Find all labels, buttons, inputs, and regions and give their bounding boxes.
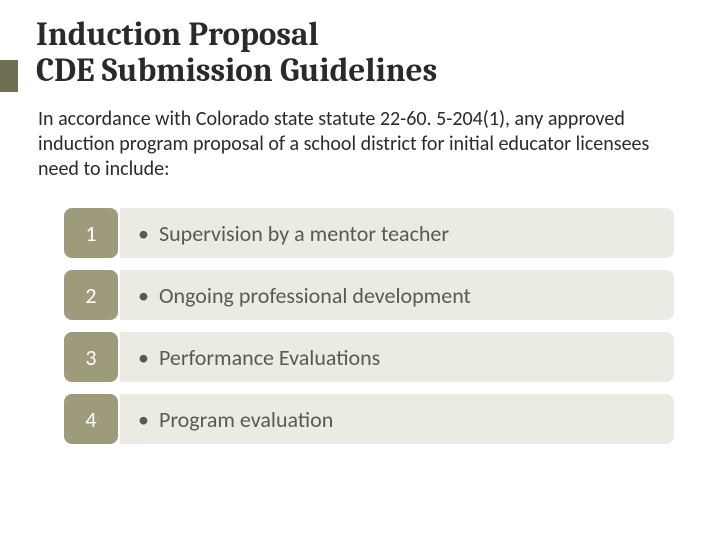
- requirements-list: 1 • Supervision by a mentor teacher 2 • Ongoi…: [34, 208, 686, 444]
- item-number: 1: [64, 208, 118, 258]
- item-text: • Supervision by a mentor teacher: [120, 208, 674, 258]
- slide-content: Induction Proposal CDE Submission Guidel…: [0, 0, 720, 444]
- title-line-2: CDE Submission Guidelines: [36, 54, 686, 90]
- list-item: 1 • Supervision by a mentor teacher: [64, 208, 674, 258]
- item-number: 4: [64, 394, 118, 444]
- item-label: Ongoing professional development: [159, 282, 471, 309]
- title-line-1: Induction Proposal: [36, 18, 686, 54]
- bullet-icon: •: [138, 406, 149, 433]
- item-label: Supervision by a mentor teacher: [159, 220, 449, 247]
- item-text: • Ongoing professional development: [120, 270, 674, 320]
- item-number: 3: [64, 332, 118, 382]
- accent-bar: [0, 60, 18, 92]
- item-text: • Program evaluation: [120, 394, 674, 444]
- intro-paragraph: In accordance with Colorado state statut…: [34, 107, 686, 182]
- bullet-icon: •: [138, 220, 149, 247]
- list-item: 2 • Ongoing professional development: [64, 270, 674, 320]
- list-item: 3 • Performance Evaluations: [64, 332, 674, 382]
- item-text: • Performance Evaluations: [120, 332, 674, 382]
- bullet-icon: •: [138, 344, 149, 371]
- item-label: Performance Evaluations: [159, 344, 380, 371]
- item-label: Program evaluation: [159, 406, 333, 433]
- item-number: 2: [64, 270, 118, 320]
- bullet-icon: •: [138, 282, 149, 309]
- slide-title: Induction Proposal CDE Submission Guidel…: [34, 18, 686, 89]
- list-item: 4 • Program evaluation: [64, 394, 674, 444]
